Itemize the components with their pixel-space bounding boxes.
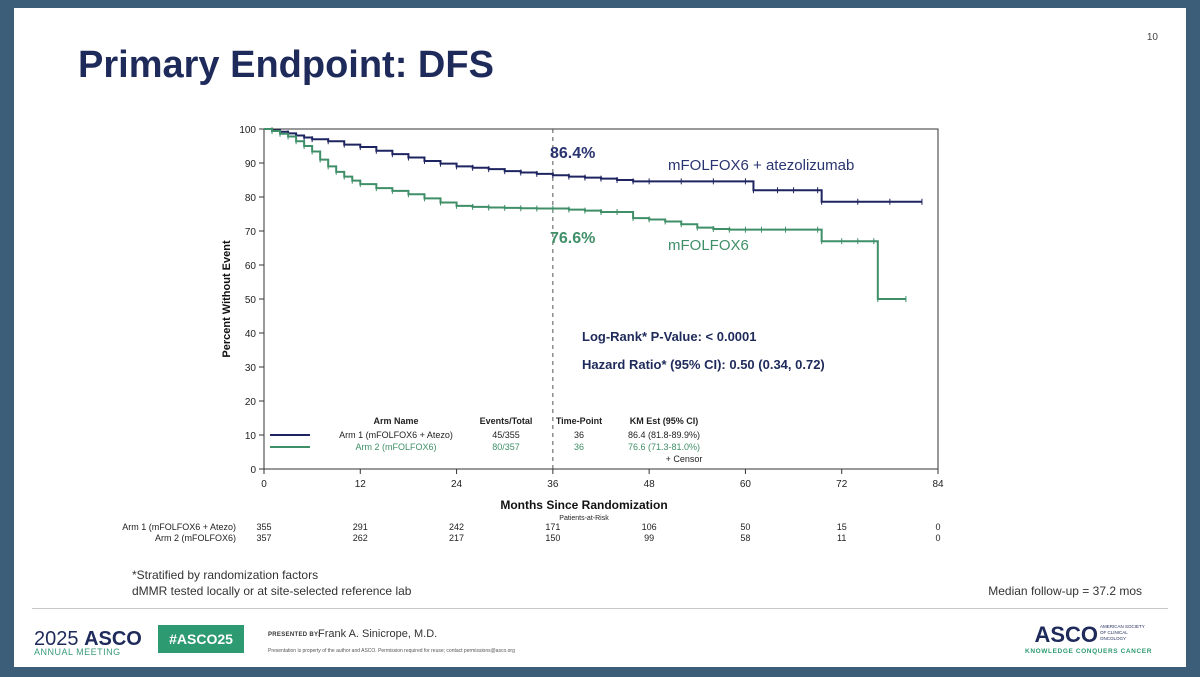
x-tick-label: 48 — [644, 479, 656, 490]
y-tick-label: 30 — [245, 363, 257, 374]
note-dmmr: dMMR tested locally or at site-selected … — [132, 584, 412, 598]
at-risk-value: 355 — [256, 522, 271, 532]
at-risk-value: 15 — [837, 522, 847, 532]
x-tick-label: 24 — [451, 479, 463, 490]
y-tick-label: 0 — [250, 465, 256, 476]
disclaimer-text: Presentation is property of the author a… — [268, 648, 515, 654]
x-tick-label: 60 — [740, 479, 752, 490]
at-risk-value: 242 — [449, 522, 464, 532]
at-risk-value: 291 — [353, 522, 368, 532]
legend-header-events: Events/Total — [480, 416, 533, 426]
at-risk-label: Patients-at-Risk — [559, 515, 609, 522]
presenter-name: Frank A. Sinicrope, M.D. — [318, 628, 438, 640]
slide-title: Primary Endpoint: DFS — [78, 44, 494, 86]
legend-arm1-km: 86.4 (81.8-89.9%) — [628, 430, 700, 440]
y-tick-label: 100 — [239, 125, 256, 136]
legend-arm2-name: Arm 2 (mFOLFOX6) — [355, 442, 436, 452]
legend-table: Arm Name Events/Total Time-Point KM Est … — [270, 416, 702, 464]
series-layer — [264, 127, 923, 302]
at-risk-value: 262 — [353, 533, 368, 543]
x-axis-label: Months Since Randomization — [500, 498, 667, 512]
at-risk-value: 58 — [740, 533, 750, 543]
at-risk-value: 0 — [935, 522, 940, 532]
meeting-year: 2025 — [34, 628, 79, 650]
y-axis-ticks: 0 10 20 30 40 50 60 70 80 90 100 — [239, 125, 264, 476]
y-tick-label: 10 — [245, 431, 257, 442]
note-stratified: *Stratified by randomization factors — [132, 568, 319, 582]
hashtag-badge: #ASCO25 — [158, 625, 244, 653]
y-tick-label: 60 — [245, 261, 257, 272]
presented-by-label: PRESENTED BY: — [268, 632, 321, 638]
legend-arm1-events: 45/355 — [492, 430, 520, 440]
at-risk-value: 99 — [644, 533, 654, 543]
legend-header-km: KM Est (95% CI) — [630, 416, 699, 426]
asco-society-name: AMERICAN SOCIETY OF CLINICAL ONCOLOGY — [1100, 624, 1145, 641]
legend-arm2-events: 80/357 — [492, 442, 520, 452]
meeting-logo: 2025 ASCO — [34, 628, 142, 651]
legend-header-arm: Arm Name — [373, 416, 418, 426]
legend-censor: + Censor — [666, 454, 703, 464]
x-tick-label: 12 — [355, 479, 367, 490]
legend-arm1-time: 36 — [574, 430, 584, 440]
x-axis-ticks: 0 12 24 36 48 60 72 84 — [261, 469, 944, 490]
at-risk-value: 217 — [449, 533, 464, 543]
x-tick-label: 84 — [932, 479, 944, 490]
meeting-asco: ASCO — [84, 628, 142, 650]
legend-arm1-name: Arm 1 (mFOLFOX6 + Atezo) — [339, 430, 453, 440]
arm2-estimate: 76.6% — [550, 230, 595, 247]
legend-arm2-time: 36 — [574, 442, 584, 452]
x-tick-label: 72 — [836, 479, 848, 490]
at-risk-table: Patients-at-Risk Arm 1 (mFOLFOX6 + Atezo… — [122, 515, 940, 543]
at-risk-value: 357 — [256, 533, 271, 543]
at-risk-value: 11 — [837, 533, 846, 543]
arm2-curve-label: mFOLFOX6 — [668, 237, 749, 254]
x-tick-label: 0 — [261, 479, 267, 490]
meeting-subtitle: ANNUAL MEETING — [34, 647, 121, 657]
note-followup: Median follow-up = 37.2 mos — [988, 584, 1142, 598]
y-tick-label: 80 — [245, 193, 257, 204]
arm1-curve-label: mFOLFOX6 + atezolizumab — [668, 157, 854, 174]
km-chart: 0 10 20 30 40 50 60 70 80 90 100 0 12 24 36 48 60 72 84 P… — [122, 125, 944, 543]
legend-arm2-km: 76.6 (71.3-81.0%) — [628, 442, 700, 452]
at-risk-value: 150 — [545, 533, 560, 543]
x-tick-label: 36 — [547, 479, 559, 490]
y-tick-label: 70 — [245, 227, 257, 238]
at-risk-arm2-name: Arm 2 (mFOLFOX6) — [155, 533, 236, 543]
legend-header-time: Time-Point — [556, 416, 602, 426]
y-tick-label: 40 — [245, 329, 257, 340]
slide-number: 10 — [1146, 32, 1158, 43]
y-tick-label: 20 — [245, 397, 257, 408]
at-risk-value: 106 — [642, 522, 657, 532]
logrank-text: Log-Rank* P-Value: < 0.0001 — [582, 329, 756, 344]
y-tick-label: 90 — [245, 159, 257, 170]
at-risk-value: 0 — [935, 533, 940, 543]
at-risk-arm1-name: Arm 1 (mFOLFOX6 + Atezo) — [122, 522, 236, 532]
at-risk-value: 50 — [740, 522, 750, 532]
hazard-ratio-text: Hazard Ratio* (95% CI): 0.50 (0.34, 0.72… — [582, 357, 825, 372]
footer-divider — [32, 608, 1168, 609]
slide: Primary Endpoint: DFS 10 0 10 20 30 40 50 60 70… — [14, 8, 1186, 667]
y-axis-label: Percent Without Event — [221, 240, 233, 358]
arm1-estimate: 86.4% — [550, 145, 595, 162]
asco-logo: ASCO — [1034, 622, 1098, 647]
asco-tagline: KNOWLEDGE CONQUERS CANCER — [1025, 648, 1152, 655]
y-tick-label: 50 — [245, 295, 257, 306]
at-risk-value: 171 — [545, 522, 560, 532]
